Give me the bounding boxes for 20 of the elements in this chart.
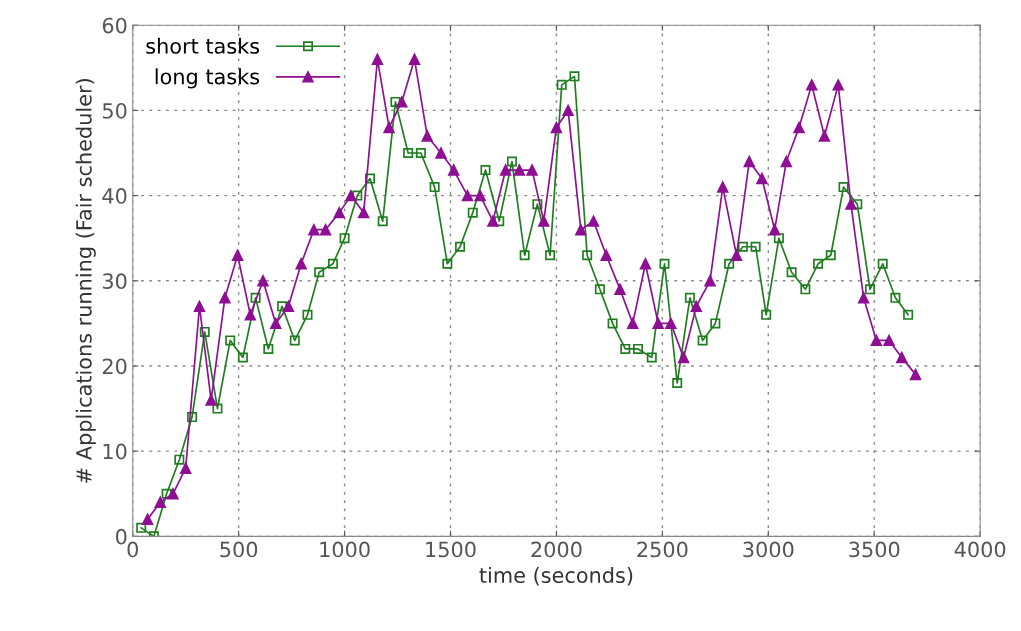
x-tick-label: 2500 xyxy=(637,541,688,558)
y-tick-label: 60 xyxy=(102,17,127,34)
y-tick-label: 20 xyxy=(102,358,127,375)
y-tick-label: 30 xyxy=(102,273,127,290)
x-tick-label: 0 xyxy=(127,541,138,558)
y-tick-label: 40 xyxy=(102,188,127,204)
y-axis-title: # Applications running (Fair scheduler) xyxy=(75,79,96,483)
x-tick-label: 4000 xyxy=(954,541,1006,558)
x-tick-label: 2000 xyxy=(531,541,582,558)
y-tick-label: 50 xyxy=(102,102,127,119)
x-tick-label: 3000 xyxy=(743,541,794,558)
x-tick-label: 3500 xyxy=(849,541,900,558)
legend-label: short tasks xyxy=(146,37,260,54)
legend-label: long tasks xyxy=(155,68,260,89)
x-tick-label: 500 xyxy=(220,541,258,558)
x-tick-label: 1000 xyxy=(320,541,370,558)
y-tick-label: 10 xyxy=(103,443,127,460)
y-tick-label: 0 xyxy=(115,528,127,545)
x-tick-label: 1500 xyxy=(426,541,476,558)
x-axis-title: time (seconds) xyxy=(479,566,633,586)
